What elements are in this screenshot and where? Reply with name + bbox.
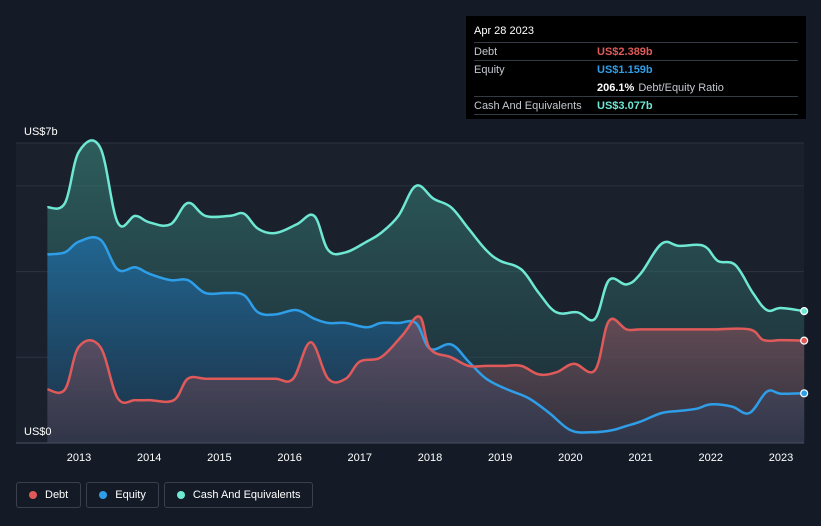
x-tick-2019: 2019 — [488, 452, 512, 464]
x-tick-2015: 2015 — [207, 452, 231, 464]
x-tick-2020: 2020 — [558, 452, 582, 464]
x-tick-2013: 2013 — [67, 452, 91, 464]
legend-equity[interactable]: Equity — [86, 482, 159, 508]
tooltip-ratio-row: 206.1% Debt/Equity Ratio — [474, 78, 798, 96]
tooltip-ratio-value: 206.1% — [597, 81, 635, 94]
x-tick-2017: 2017 — [348, 452, 372, 464]
legend-equity-label: Equity — [115, 489, 146, 501]
tooltip-debt-row: Debt US$2.389b — [474, 42, 798, 60]
debt-area — [47, 316, 805, 443]
tooltip-debt-value: US$2.389b — [597, 45, 653, 58]
tooltip-date: Apr 28 2023 — [474, 25, 534, 37]
x-tick-2016: 2016 — [277, 452, 301, 464]
tooltip-cash-label: Cash And Equivalents — [474, 99, 582, 112]
x-tick-2018: 2018 — [418, 452, 442, 464]
series-areas — [47, 140, 805, 444]
x-tick-2022: 2022 — [699, 452, 723, 464]
x-axis-ticks: 2013 2014 2015 2016 2017 2018 2019 2020 2021 2022… — [67, 452, 793, 464]
tooltip-debt-label: Debt — [474, 45, 498, 58]
legend-debt-label: Debt — [45, 489, 69, 501]
series-endpoints — [800, 307, 809, 398]
legend-debt-dot — [29, 491, 37, 499]
tooltip-bottom-divider — [474, 114, 798, 115]
tooltip-equity-label: Equity — [474, 63, 505, 76]
x-tick-2014: 2014 — [137, 452, 161, 464]
legend-cash-label: Cash And Equivalents — [192, 489, 301, 501]
legend-cash[interactable]: Cash And Equivalents — [163, 482, 314, 508]
tooltip-panel: Apr 28 2023 Debt US$2.389b Equity US$1.1… — [466, 16, 806, 119]
x-tick-2021: 2021 — [628, 452, 652, 464]
tooltip-ratio-label: Debt/Equity Ratio — [638, 81, 724, 94]
tooltip-cash-row: Cash And Equivalents US$3.077b — [474, 96, 798, 114]
equity-line — [47, 236, 805, 434]
equity-endpoint — [800, 389, 809, 398]
debt-endpoint — [800, 336, 809, 345]
chart-legend: Debt Equity Cash And Equivalents — [16, 482, 314, 508]
legend-cash-dot — [176, 491, 185, 499]
series-lines — [47, 139, 805, 434]
tooltip-equity-row: Equity US$1.159b — [474, 60, 798, 78]
legend-debt[interactable]: Debt — [16, 482, 82, 508]
y-axis-top-label: US$7b — [24, 126, 58, 138]
tooltip-cash-value: US$3.077b — [597, 99, 653, 112]
cash-endpoint — [800, 307, 809, 316]
legend-equity-dot — [99, 491, 108, 499]
cash-line — [47, 139, 805, 322]
debt-line — [47, 315, 805, 405]
tooltip-equity-value: US$1.159b — [597, 63, 653, 76]
y-axis-bottom-label: US$0 — [24, 426, 52, 438]
x-tick-2023: 2023 — [769, 452, 793, 464]
